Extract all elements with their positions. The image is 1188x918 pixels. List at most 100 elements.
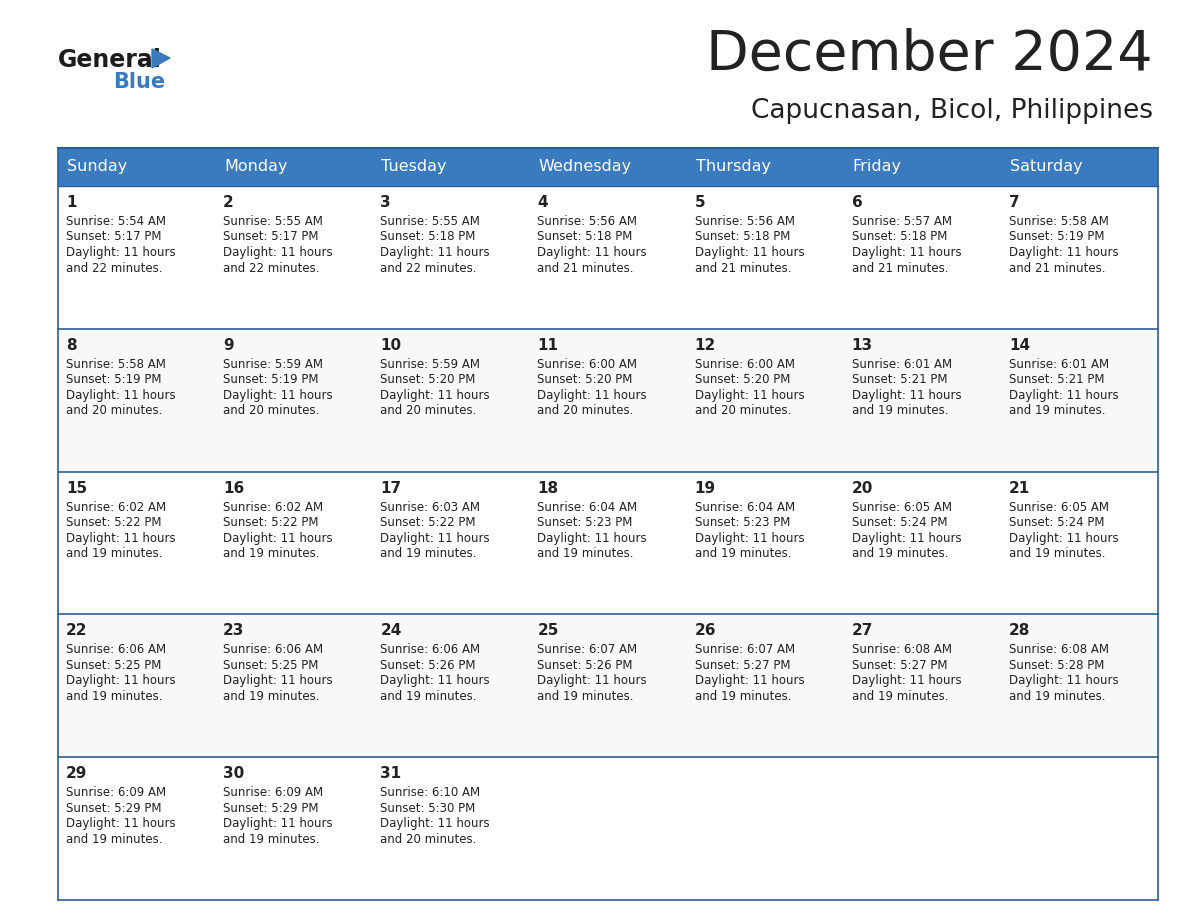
Text: and 21 minutes.: and 21 minutes. <box>852 262 948 274</box>
Text: and 21 minutes.: and 21 minutes. <box>537 262 634 274</box>
Text: and 22 minutes.: and 22 minutes. <box>380 262 476 274</box>
Text: Daylight: 11 hours: Daylight: 11 hours <box>852 675 961 688</box>
Text: Sunrise: 6:09 AM: Sunrise: 6:09 AM <box>67 786 166 800</box>
Text: Sunrise: 5:59 AM: Sunrise: 5:59 AM <box>223 358 323 371</box>
Text: Sunrise: 6:10 AM: Sunrise: 6:10 AM <box>380 786 480 800</box>
Bar <box>1000 329 1158 472</box>
Text: Sunrise: 6:07 AM: Sunrise: 6:07 AM <box>537 644 638 656</box>
Text: Daylight: 11 hours: Daylight: 11 hours <box>223 675 333 688</box>
Text: Saturday: Saturday <box>1010 160 1082 174</box>
Text: Sunrise: 6:07 AM: Sunrise: 6:07 AM <box>695 644 795 656</box>
Text: Capucnasan, Bicol, Philippines: Capucnasan, Bicol, Philippines <box>751 98 1154 124</box>
Text: 31: 31 <box>380 767 402 781</box>
Bar <box>215 148 372 186</box>
Text: Daylight: 11 hours: Daylight: 11 hours <box>695 675 804 688</box>
Text: and 22 minutes.: and 22 minutes. <box>67 262 163 274</box>
Text: and 21 minutes.: and 21 minutes. <box>1009 262 1105 274</box>
Text: Sunset: 5:17 PM: Sunset: 5:17 PM <box>67 230 162 243</box>
Text: Sunset: 5:23 PM: Sunset: 5:23 PM <box>537 516 633 529</box>
Text: Sunrise: 6:04 AM: Sunrise: 6:04 AM <box>695 500 795 513</box>
Text: and 20 minutes.: and 20 minutes. <box>695 404 791 418</box>
Bar <box>843 614 1000 757</box>
Text: and 20 minutes.: and 20 minutes. <box>380 833 476 845</box>
Text: Sunset: 5:22 PM: Sunset: 5:22 PM <box>67 516 162 529</box>
Text: 14: 14 <box>1009 338 1030 353</box>
Text: and 20 minutes.: and 20 minutes. <box>223 404 320 418</box>
Text: Daylight: 11 hours: Daylight: 11 hours <box>223 532 333 544</box>
Text: and 20 minutes.: and 20 minutes. <box>67 404 163 418</box>
Text: Daylight: 11 hours: Daylight: 11 hours <box>380 532 489 544</box>
Text: 27: 27 <box>852 623 873 638</box>
Text: Sunset: 5:18 PM: Sunset: 5:18 PM <box>537 230 633 243</box>
Bar <box>215 186 372 329</box>
Text: Sunset: 5:19 PM: Sunset: 5:19 PM <box>67 374 162 386</box>
Text: and 19 minutes.: and 19 minutes. <box>695 547 791 560</box>
Text: 11: 11 <box>537 338 558 353</box>
Text: Daylight: 11 hours: Daylight: 11 hours <box>67 389 176 402</box>
Bar <box>58 472 215 614</box>
Text: Sunrise: 6:00 AM: Sunrise: 6:00 AM <box>695 358 795 371</box>
Text: and 19 minutes.: and 19 minutes. <box>67 833 163 845</box>
Text: Sunrise: 6:00 AM: Sunrise: 6:00 AM <box>537 358 638 371</box>
Text: Daylight: 11 hours: Daylight: 11 hours <box>1009 675 1118 688</box>
Bar <box>530 148 687 186</box>
Text: Sunrise: 6:06 AM: Sunrise: 6:06 AM <box>223 644 323 656</box>
Text: Sunset: 5:24 PM: Sunset: 5:24 PM <box>852 516 947 529</box>
Text: 6: 6 <box>852 195 862 210</box>
Bar <box>687 186 843 329</box>
Text: 1: 1 <box>67 195 76 210</box>
Text: Sunrise: 6:01 AM: Sunrise: 6:01 AM <box>1009 358 1108 371</box>
Text: Daylight: 11 hours: Daylight: 11 hours <box>695 532 804 544</box>
Bar <box>1000 148 1158 186</box>
Text: 5: 5 <box>695 195 706 210</box>
Text: Sunrise: 5:54 AM: Sunrise: 5:54 AM <box>67 215 166 228</box>
Text: Daylight: 11 hours: Daylight: 11 hours <box>223 246 333 259</box>
Text: and 19 minutes.: and 19 minutes. <box>537 547 634 560</box>
Bar <box>372 614 530 757</box>
Text: and 19 minutes.: and 19 minutes. <box>852 690 948 703</box>
Text: Daylight: 11 hours: Daylight: 11 hours <box>380 246 489 259</box>
Text: Tuesday: Tuesday <box>381 160 447 174</box>
Text: Sunset: 5:30 PM: Sunset: 5:30 PM <box>380 801 475 814</box>
Text: Sunset: 5:27 PM: Sunset: 5:27 PM <box>695 659 790 672</box>
Polygon shape <box>152 49 170 68</box>
Text: and 19 minutes.: and 19 minutes. <box>537 690 634 703</box>
Text: Sunset: 5:22 PM: Sunset: 5:22 PM <box>223 516 318 529</box>
Text: 23: 23 <box>223 623 245 638</box>
Bar <box>215 329 372 472</box>
Bar <box>843 148 1000 186</box>
Text: Sunday: Sunday <box>67 160 127 174</box>
Text: Sunrise: 6:06 AM: Sunrise: 6:06 AM <box>67 644 166 656</box>
Text: Daylight: 11 hours: Daylight: 11 hours <box>223 389 333 402</box>
Text: Sunset: 5:18 PM: Sunset: 5:18 PM <box>695 230 790 243</box>
Text: Daylight: 11 hours: Daylight: 11 hours <box>852 389 961 402</box>
Text: 25: 25 <box>537 623 558 638</box>
Text: Sunset: 5:18 PM: Sunset: 5:18 PM <box>852 230 947 243</box>
Bar <box>215 614 372 757</box>
Text: 2: 2 <box>223 195 234 210</box>
Text: 3: 3 <box>380 195 391 210</box>
Text: General: General <box>58 48 162 72</box>
Bar <box>372 186 530 329</box>
Text: Sunrise: 5:59 AM: Sunrise: 5:59 AM <box>380 358 480 371</box>
Text: Daylight: 11 hours: Daylight: 11 hours <box>695 246 804 259</box>
Text: Thursday: Thursday <box>695 160 771 174</box>
Text: Sunrise: 6:08 AM: Sunrise: 6:08 AM <box>852 644 952 656</box>
Bar <box>843 472 1000 614</box>
Text: Sunset: 5:22 PM: Sunset: 5:22 PM <box>380 516 475 529</box>
Text: Daylight: 11 hours: Daylight: 11 hours <box>380 389 489 402</box>
Text: 17: 17 <box>380 481 402 496</box>
Text: Sunset: 5:18 PM: Sunset: 5:18 PM <box>380 230 475 243</box>
Text: 21: 21 <box>1009 481 1030 496</box>
Bar <box>58 757 215 900</box>
Text: Sunrise: 6:05 AM: Sunrise: 6:05 AM <box>852 500 952 513</box>
Text: Sunset: 5:19 PM: Sunset: 5:19 PM <box>1009 230 1105 243</box>
Bar <box>687 472 843 614</box>
Text: Wednesday: Wednesday <box>538 160 632 174</box>
Text: and 19 minutes.: and 19 minutes. <box>223 547 320 560</box>
Bar <box>687 614 843 757</box>
Text: Sunrise: 5:58 AM: Sunrise: 5:58 AM <box>1009 215 1108 228</box>
Text: Daylight: 11 hours: Daylight: 11 hours <box>67 817 176 830</box>
Text: and 19 minutes.: and 19 minutes. <box>67 547 163 560</box>
Text: Sunrise: 5:56 AM: Sunrise: 5:56 AM <box>695 215 795 228</box>
